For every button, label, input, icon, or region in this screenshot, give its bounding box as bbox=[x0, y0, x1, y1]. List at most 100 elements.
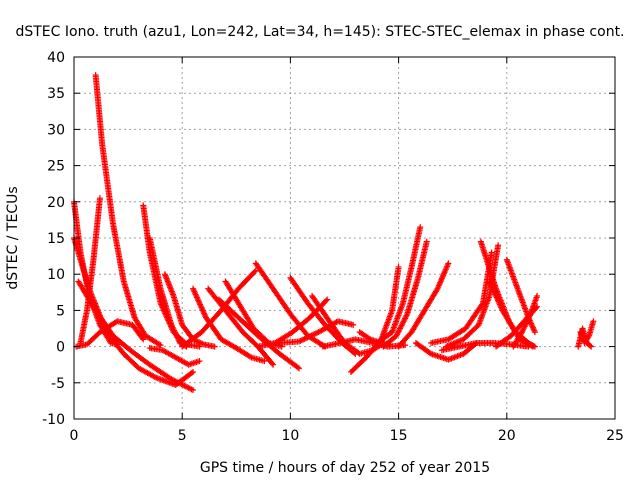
data-point bbox=[303, 335, 310, 342]
data-series bbox=[146, 235, 190, 350]
data-point bbox=[531, 329, 538, 336]
grid bbox=[74, 57, 615, 419]
data-point bbox=[488, 249, 495, 256]
x-tick-labels: 0 5 10 15 20 25 bbox=[70, 428, 624, 444]
x-axis-label: GPS time / hours of day 252 of year 2015 bbox=[200, 460, 490, 476]
data-point bbox=[521, 323, 528, 330]
data-point bbox=[269, 360, 276, 367]
data-point bbox=[140, 336, 147, 343]
data-point bbox=[534, 292, 541, 299]
data-point bbox=[174, 334, 181, 341]
data-series bbox=[395, 260, 452, 350]
data-point bbox=[247, 353, 254, 360]
data-point bbox=[307, 333, 314, 340]
y-tick-labels: -10 -5 0 5 10 15 20 25 30 35 40 bbox=[42, 50, 65, 428]
data-point bbox=[297, 337, 304, 344]
data-point bbox=[523, 319, 530, 326]
data-point bbox=[518, 329, 525, 336]
data-point bbox=[296, 365, 303, 372]
data-point bbox=[520, 326, 527, 333]
data-point bbox=[590, 318, 597, 325]
data-point bbox=[526, 312, 533, 319]
data-series bbox=[347, 263, 402, 375]
data-point bbox=[172, 330, 179, 337]
data-point bbox=[402, 342, 409, 349]
data-point bbox=[308, 332, 315, 339]
data-point bbox=[531, 343, 538, 350]
data-point bbox=[423, 238, 430, 245]
data-point bbox=[304, 334, 311, 341]
data-point bbox=[323, 297, 330, 304]
y-tick-label: 35 bbox=[47, 86, 65, 102]
data-point bbox=[175, 335, 182, 342]
x-tick-label: 20 bbox=[498, 428, 516, 444]
data-point bbox=[588, 343, 595, 350]
x-tick-label: 25 bbox=[606, 428, 624, 444]
axis-ticks bbox=[73, 56, 616, 420]
x-tick-label: 0 bbox=[70, 428, 79, 444]
data-point bbox=[495, 242, 502, 249]
data-point bbox=[587, 342, 594, 349]
data-point bbox=[173, 333, 180, 340]
data-point bbox=[524, 316, 531, 323]
data-series bbox=[161, 271, 218, 350]
data-point bbox=[519, 327, 526, 334]
data-series bbox=[77, 195, 103, 346]
data-series bbox=[510, 292, 541, 350]
data-point bbox=[311, 331, 318, 338]
data-point bbox=[525, 315, 532, 322]
data-point bbox=[524, 317, 531, 324]
chart-title: dSTEC Iono. truth (azu1, Lon=242, Lat=34… bbox=[15, 24, 624, 40]
data-point bbox=[169, 323, 176, 330]
y-tick-label: 10 bbox=[47, 267, 65, 283]
data-point bbox=[190, 387, 197, 394]
y-tick-label: 20 bbox=[47, 195, 65, 211]
data-point bbox=[301, 335, 308, 342]
data-point bbox=[211, 343, 218, 350]
data-point bbox=[170, 326, 177, 333]
y-tick-label: 40 bbox=[47, 50, 65, 66]
data-point bbox=[96, 195, 103, 202]
y-tick-label: 15 bbox=[47, 231, 65, 247]
y-tick-label: -5 bbox=[51, 376, 65, 392]
data-point bbox=[196, 358, 203, 365]
data-point bbox=[324, 296, 331, 303]
data-series bbox=[252, 260, 329, 350]
data-point bbox=[270, 361, 277, 368]
data-point bbox=[312, 330, 319, 337]
data-point bbox=[188, 369, 195, 376]
data-series bbox=[575, 325, 595, 350]
data-point bbox=[305, 333, 312, 340]
data-point bbox=[190, 368, 197, 375]
data-series bbox=[380, 238, 430, 350]
data-series bbox=[412, 339, 480, 363]
x-tick-label: 15 bbox=[390, 428, 408, 444]
data-point bbox=[395, 263, 402, 270]
data-series bbox=[75, 278, 197, 394]
data-point bbox=[300, 336, 307, 343]
data-point bbox=[139, 335, 146, 342]
data-point bbox=[530, 342, 537, 349]
data-point bbox=[309, 331, 316, 338]
data-point bbox=[261, 358, 268, 365]
data-point bbox=[294, 364, 301, 371]
y-tick-label: 25 bbox=[47, 159, 65, 175]
data-marks bbox=[71, 72, 597, 394]
y-tick-label: 5 bbox=[56, 303, 65, 319]
y-tick-label: -10 bbox=[42, 412, 65, 428]
data-point bbox=[296, 338, 303, 345]
data-point bbox=[350, 321, 357, 328]
data-point bbox=[526, 313, 533, 320]
data-point bbox=[168, 321, 175, 328]
data-point bbox=[417, 224, 424, 231]
data-point bbox=[251, 268, 258, 275]
data-point bbox=[169, 324, 176, 331]
y-tick-label: 30 bbox=[47, 122, 65, 138]
data-series bbox=[92, 72, 164, 349]
data-point bbox=[156, 341, 163, 348]
data-series bbox=[373, 224, 424, 346]
data-point bbox=[445, 260, 452, 267]
data-point bbox=[171, 328, 178, 335]
data-point bbox=[520, 324, 527, 331]
